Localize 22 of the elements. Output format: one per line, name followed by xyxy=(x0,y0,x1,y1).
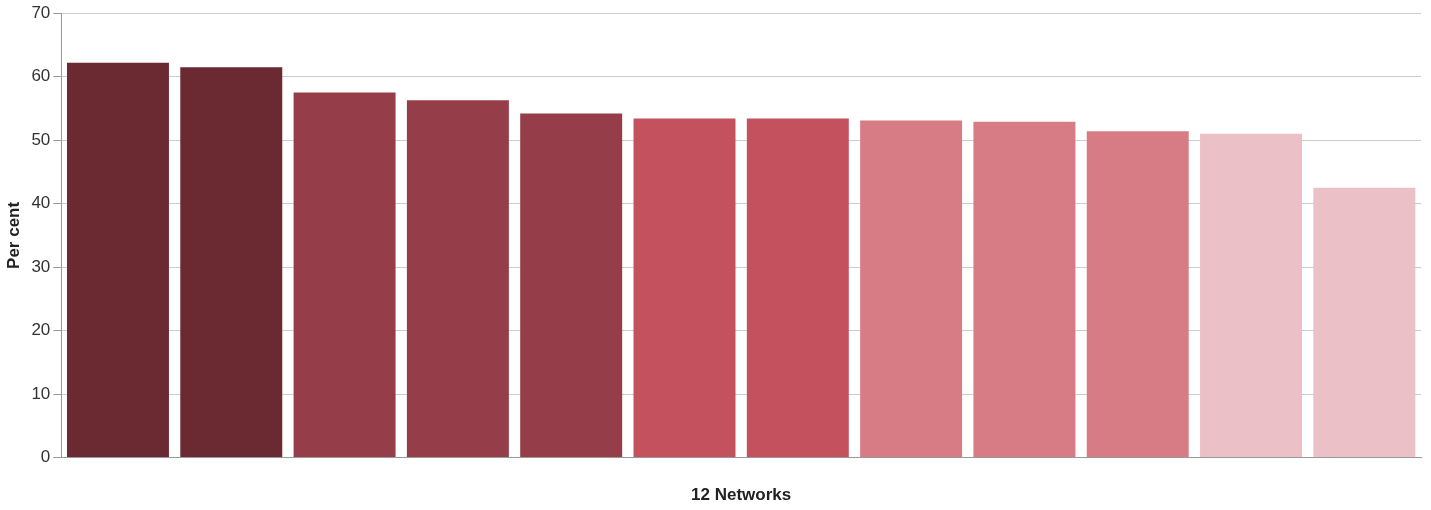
y-tick-label: 50 xyxy=(31,129,51,149)
bar xyxy=(746,118,849,458)
bar xyxy=(633,118,736,458)
bar xyxy=(1086,131,1189,458)
y-tick-label: 40 xyxy=(31,193,51,213)
x-axis-title: 12 Networks xyxy=(691,485,792,505)
bar xyxy=(1200,133,1303,458)
y-tick-label: 70 xyxy=(31,2,51,22)
bar xyxy=(860,120,963,458)
bar xyxy=(66,62,169,458)
bar xyxy=(1313,187,1416,458)
bar xyxy=(520,113,623,458)
y-axis-title: Per cent xyxy=(3,201,23,269)
y-tick-label: 30 xyxy=(31,256,51,276)
y-tick-label: 0 xyxy=(40,447,51,467)
y-tick-label: 20 xyxy=(31,320,51,340)
bar xyxy=(406,100,509,458)
y-tick-label: 10 xyxy=(31,383,51,403)
bar xyxy=(293,92,396,458)
y-tick-label: 60 xyxy=(31,66,51,86)
bar xyxy=(180,67,283,458)
bar xyxy=(973,121,1076,458)
